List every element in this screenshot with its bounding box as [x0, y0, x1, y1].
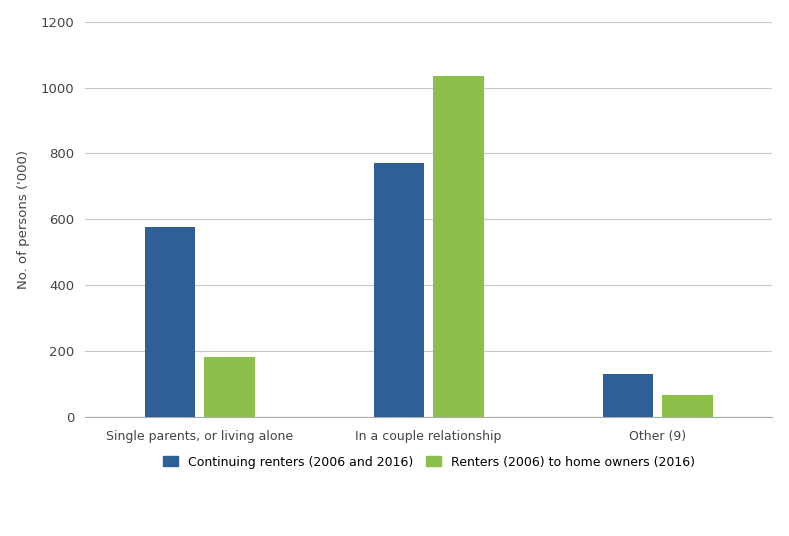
- Y-axis label: No. of persons ('000): No. of persons ('000): [17, 150, 30, 289]
- Bar: [144, 227, 195, 416]
- Bar: [374, 163, 424, 416]
- Bar: [662, 395, 712, 416]
- Bar: [204, 358, 255, 416]
- Bar: [433, 76, 484, 416]
- Bar: [603, 374, 653, 416]
- Legend: Continuing renters (2006 and 2016), Renters (2006) to home owners (2016): Continuing renters (2006 and 2016), Rent…: [158, 451, 700, 474]
